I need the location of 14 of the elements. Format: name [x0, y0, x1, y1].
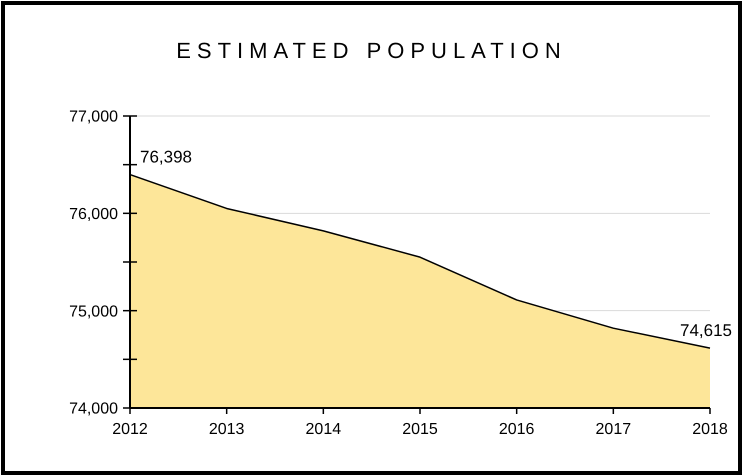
data-label: 76,398	[140, 148, 192, 167]
data-label: 74,615	[680, 321, 732, 340]
y-tick-label: 77,000	[69, 108, 118, 126]
chart-title: ESTIMATED POPULATION	[176, 38, 567, 63]
y-tick-label: 75,000	[69, 303, 118, 320]
x-tick-label: 2014	[306, 421, 342, 438]
y-tick-label: 76,000	[69, 206, 118, 223]
y-tick-label: 74,000	[69, 400, 118, 418]
x-tick-label: 2015	[402, 421, 438, 438]
x-tick-label: 2013	[208, 421, 245, 438]
x-tick-label: 2017	[596, 421, 632, 438]
x-tick-label: 2016	[498, 421, 535, 438]
x-tick-label: 2018	[692, 421, 728, 438]
x-tick-label: 2012	[112, 421, 148, 438]
